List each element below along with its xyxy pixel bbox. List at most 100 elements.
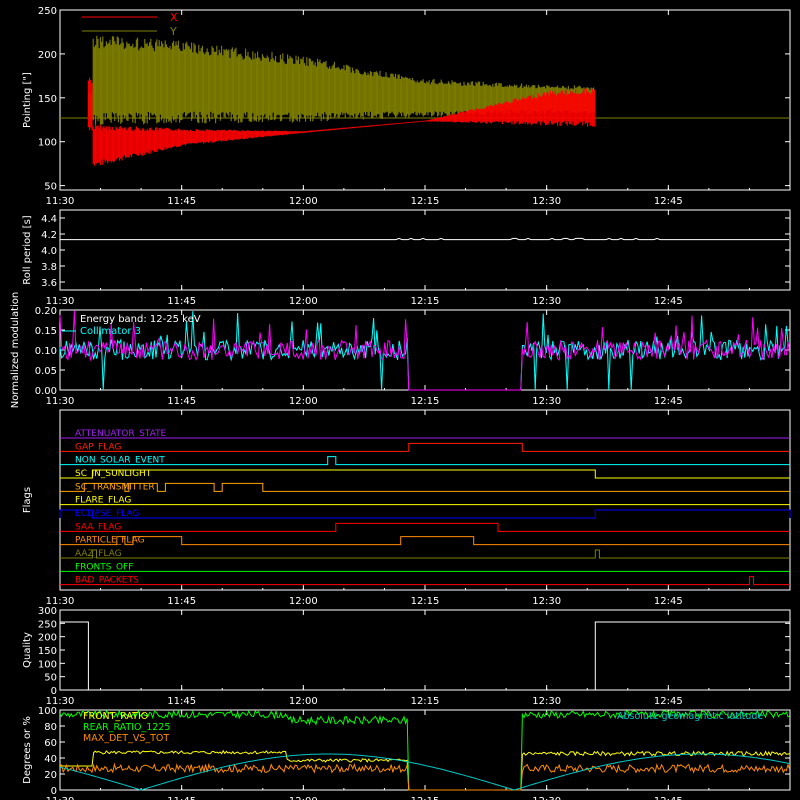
- flag-sc-transmitter-label: SC_TRANSMITTER: [75, 482, 155, 492]
- quality-ytick-label: 0: [51, 686, 57, 697]
- roll-xtick-label: 11:45: [167, 296, 196, 307]
- flag-non-solar-event-line: [60, 456, 790, 466]
- flags-ylabel: Flags: [22, 487, 33, 513]
- pointing-ytick-label: 50: [44, 182, 57, 193]
- quality-ytick-label: 250: [38, 619, 57, 630]
- flags-xtick-label: 11:45: [167, 596, 196, 607]
- quality-ytick-label: 150: [38, 646, 57, 657]
- roll-ytick-label: 3.8: [41, 262, 57, 273]
- modulation-ytick-label: 0.05: [35, 366, 57, 377]
- legend-max-det-vs-tot: MAX_DET_VS_TOT: [83, 733, 169, 744]
- flags-frame: [59, 409, 791, 591]
- quality-ytick-label: 50: [44, 673, 57, 684]
- roll-xtick-label: 12:00: [289, 296, 318, 307]
- flags-xtick-label: 11:30: [46, 596, 75, 607]
- flag-gap-flag-label: GAP_FLAG: [75, 442, 121, 452]
- quality-line: [60, 621, 790, 691]
- flag-particle-flag-line: [60, 536, 790, 546]
- pointing-ylabel: Pointing ["]: [22, 72, 33, 128]
- quality-xtick-label: 12:15: [411, 696, 440, 707]
- legend-rear-ratio-1225: REAR_RATIO_1225: [83, 722, 170, 733]
- roll-xtick-label: 11:30: [46, 296, 75, 307]
- quality-ytick-label: 200: [38, 633, 57, 644]
- quality-ytick-label: 100: [38, 659, 57, 670]
- quality-xtick-label: 12:00: [289, 696, 318, 707]
- degrees-ytick-label: 40: [44, 754, 57, 765]
- degrees-ytick-label: 20: [44, 770, 57, 781]
- roll-ytick-label: 4.0: [41, 246, 57, 257]
- panel-degrees: 11:30 11:45 12:00 12:15 12:30 12:45 Degrees or…: [22, 706, 791, 800]
- pointing-xtick-label: 12:45: [654, 196, 683, 207]
- roll-xtick-label: 12:45: [654, 296, 683, 307]
- modulation-xtick-label: 12:00: [289, 396, 318, 407]
- degrees-series-front-ratio-line: [60, 749, 790, 791]
- modulation-ytick-label: 0.20: [35, 306, 57, 317]
- panel-roll: 11:30 11:45 12:00 12:15 12:30 12:45 Roll perio…: [22, 209, 791, 307]
- pointing-ytick-label: 200: [38, 50, 57, 61]
- modulation-ytick-label: 0.15: [35, 326, 57, 337]
- flags-xtick-label: 12:30: [532, 596, 561, 607]
- pointing-xtick-label: 11:30: [46, 196, 75, 207]
- flag-bad-packets-line: [60, 576, 790, 586]
- legend-collimator-3: Collimator 3: [80, 326, 141, 337]
- flag-fronts-off-label: FRONTS_OFF: [75, 562, 133, 572]
- degrees-ytick-label: 100: [38, 706, 57, 717]
- roll-ylabel: Roll period [s]: [22, 215, 33, 284]
- panel-modulation: 11:30 11:45 12:00 12:15 12:30 12:45 Normalized…: [10, 292, 791, 408]
- roll-period-line: [60, 237, 789, 241]
- series-x-line: [87, 77, 596, 166]
- roll-xtick-label: 12:30: [532, 296, 561, 307]
- panel-quality: 11:30 11:45 12:00 12:15 12:30 12:45 Quality 0 50…: [22, 606, 791, 707]
- quality-xtick-label: 12:30: [532, 696, 561, 707]
- modulation-ytick-label: 0.10: [35, 346, 57, 357]
- roll-ytick-label: 4.2: [41, 230, 57, 241]
- panel-pointing: 11:30 11:45 12:00 12:15 12:30 12:45 Pointing […: [22, 6, 791, 207]
- degrees-xtick-label: 12:15: [411, 796, 440, 800]
- degrees-series-geomagnetic-latitude-line: [59, 753, 791, 791]
- modulation-xtick-label: 11:30: [46, 396, 75, 407]
- pointing-ytick-label: 150: [38, 94, 57, 105]
- pointing-xtick-label: 12:00: [289, 196, 318, 207]
- roll-ytick-label: 4.4: [41, 214, 57, 225]
- flags-xtick-label: 12:00: [289, 596, 318, 607]
- flag-eclipse-flag-label: ECLIPSE_FLAG: [75, 509, 139, 519]
- legend-front-ratio: FRONT_RATIO: [83, 711, 148, 722]
- pointing-ytick-label: 100: [38, 138, 57, 149]
- pointing-ytick-label: 250: [38, 6, 57, 17]
- quality-xtick-label: 11:45: [167, 696, 196, 707]
- modulation-xtick-label: 12:45: [654, 396, 683, 407]
- degrees-ytick-label: 60: [44, 738, 57, 749]
- roll-frame: [59, 209, 791, 291]
- quality-xtick-label: 12:45: [654, 696, 683, 707]
- degrees-xtick-label: 11:30: [46, 796, 75, 800]
- roll-ytick-label: 3.6: [41, 278, 57, 289]
- degrees-xtick-label: 11:45: [167, 796, 196, 800]
- flag-aaz-flag-label: AAZ_FLAG: [75, 549, 122, 559]
- modulation-series-magenta-line: [59, 310, 791, 391]
- quality-ylabel: Quality: [22, 632, 33, 668]
- quality-xtick-label: 11:30: [46, 696, 75, 707]
- degrees-xtick-label: 12:45: [654, 796, 683, 800]
- flag-gap-flag-line: [60, 442, 790, 452]
- degrees-series-max-det-vs-tot-line: [59, 762, 791, 791]
- flag-sc-in-sunlight-line: [60, 469, 790, 479]
- flags-xtick-label: 12:45: [654, 596, 683, 607]
- pointing-xtick-label: 11:45: [167, 196, 196, 207]
- degrees-ylabel: Degrees or %: [22, 716, 33, 784]
- flag-sc-in-sunlight-label: SC_IN_SUNLIGHT: [75, 469, 152, 479]
- flag-flare-flag-label: FLARE_FLAG: [75, 496, 131, 506]
- roll-xtick-label: 12:15: [411, 296, 440, 307]
- degrees-xtick-label: 12:00: [289, 796, 318, 800]
- degrees-ytick-label: 80: [44, 722, 57, 733]
- pointing-xtick-label: 12:15: [411, 196, 440, 207]
- legend-y: Y: [169, 25, 177, 38]
- flag-eclipse-flag-line: [59, 509, 791, 519]
- pointing-xtick-label: 12:30: [532, 196, 561, 207]
- flag-saa-flag-line: [60, 522, 790, 532]
- flag-saa-flag-label: SAA_FLAG: [75, 522, 121, 532]
- degrees-xtick-label: 12:30: [532, 796, 561, 800]
- modulation-ytick-label: 0.00: [35, 386, 57, 397]
- flag-aaz-flag-line: [60, 549, 790, 559]
- flag-sc-transmitter-line: [60, 482, 790, 492]
- flag-non-solar-event-label: NON_SOLAR_EVENT: [75, 456, 165, 466]
